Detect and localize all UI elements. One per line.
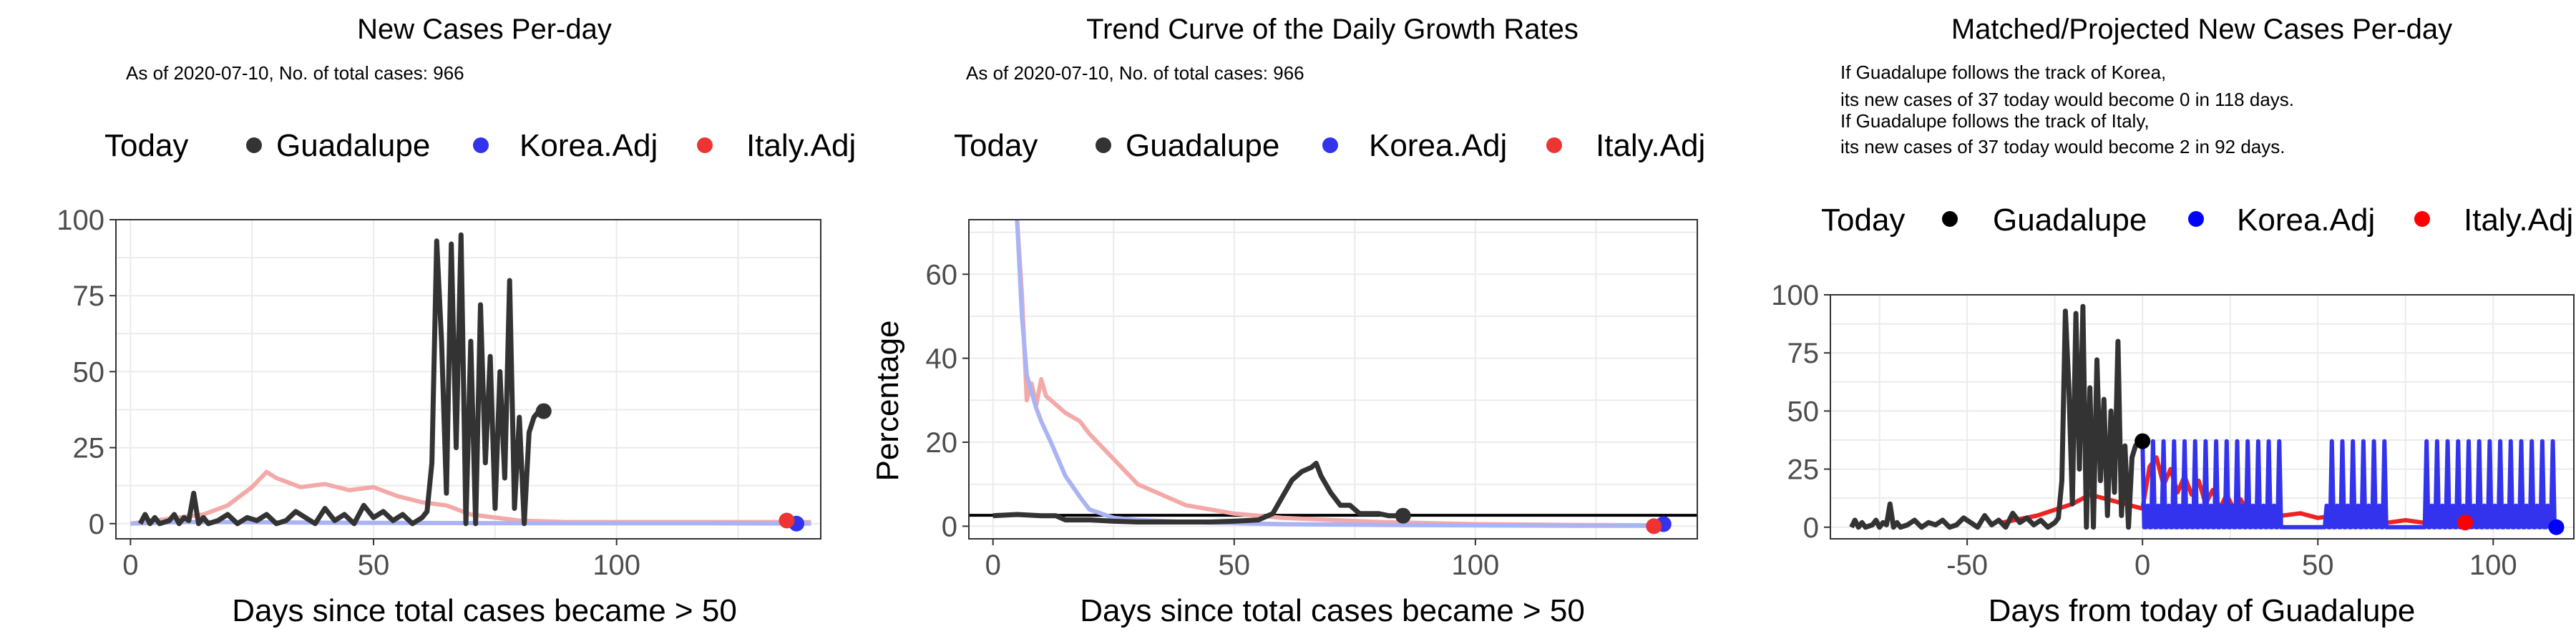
- plot-area: 0 50 100 0 25 50 75 100: [57, 205, 821, 581]
- y-tick-label: 20: [926, 427, 958, 459]
- y-tick-label: 50: [1787, 396, 1820, 427]
- chart-title: Trend Curve of the Daily Growth Rates: [1086, 14, 1579, 45]
- legend-marker-guadalupe: [1942, 211, 1958, 227]
- y-tick-label: 100: [57, 205, 104, 236]
- series-line: [992, 460, 1403, 525]
- legend-label-guadalupe: Guadalupe: [276, 128, 430, 163]
- series-point: [1395, 507, 1411, 524]
- y-tick-label: 0: [89, 509, 104, 540]
- legend-title: Today: [104, 128, 188, 163]
- legend-label-italy: Italy.Adj: [746, 128, 856, 163]
- x-tick-label: 100: [1452, 550, 1500, 581]
- legend-marker-guadalupe: [246, 137, 262, 153]
- legend-marker-italy: [697, 137, 713, 153]
- legend-label-italy: Italy.Adj: [2464, 203, 2573, 238]
- x-tick-label: 0: [122, 550, 138, 581]
- chart-title: Matched/Projected New Cases Per-day: [1951, 14, 2452, 45]
- legend-marker-korea: [2188, 211, 2204, 227]
- y-tick-label: 0: [942, 511, 957, 542]
- legend: Today Guadalupe Korea.Adj Italy.Adj: [954, 128, 1705, 163]
- subtitle-line: If Guadalupe follows the track of Italy,: [1840, 110, 2150, 132]
- subtitle-line: its new cases of 37 today would become 2…: [1840, 136, 2285, 157]
- legend-label-guadalupe: Guadalupe: [1993, 203, 2147, 238]
- y-tick-label: 50: [73, 356, 105, 388]
- y-axis-label: Percentage: [870, 320, 905, 481]
- chart-subtitle: As of 2020-07-10, No. of total cases: 96…: [966, 62, 1304, 84]
- chart-title: New Cases Per-day: [357, 14, 612, 45]
- legend-title: Today: [1821, 203, 1905, 238]
- y-tick-label: 100: [1771, 280, 1819, 311]
- x-tick-label: 0: [985, 550, 1001, 581]
- legend-marker-korea: [1322, 137, 1338, 153]
- legend-title: Today: [954, 128, 1038, 163]
- plot-background: [1830, 295, 2574, 539]
- legend-marker-korea: [473, 137, 489, 153]
- y-tick-label: 25: [1787, 454, 1820, 486]
- y-tick-label: 60: [926, 259, 958, 291]
- plot-border: [115, 219, 821, 540]
- series-point: [779, 512, 795, 529]
- series-point: [1646, 518, 1662, 535]
- panel-growth-rates: Trend Curve of the Daily Growth Rates As…: [870, 14, 1705, 628]
- series-line: [1015, 220, 1669, 528]
- x-tick-label: 50: [358, 550, 390, 581]
- legend: Today Guadalupe Korea.Adj Italy.Adj: [1821, 203, 2573, 238]
- x-tick-label: 50: [1219, 550, 1251, 581]
- y-tick-label: 75: [73, 280, 105, 312]
- legend-label-guadalupe: Guadalupe: [1126, 128, 1279, 163]
- legend-marker-guadalupe: [1096, 137, 1111, 153]
- subtitle-line: If Guadalupe follows the track of Korea,: [1840, 62, 2166, 83]
- legend-label-korea: Korea.Adj: [1369, 128, 1507, 163]
- series-point: [2548, 519, 2565, 535]
- legend-marker-italy: [2414, 211, 2430, 227]
- x-tick-label: 100: [592, 550, 640, 581]
- legend-marker-italy: [1546, 137, 1562, 153]
- series-line: [130, 519, 811, 526]
- x-axis-label: Days since total cases became > 50: [1080, 593, 1585, 628]
- plot-border: [1830, 294, 2575, 540]
- legend: Today Guadalupe Korea.Adj Italy.Adj: [104, 128, 856, 163]
- legend-label-korea: Korea.Adj: [519, 128, 658, 163]
- y-tick-label: 75: [1787, 338, 1820, 369]
- plot-border: [968, 219, 1698, 540]
- series-line: [1849, 303, 2143, 530]
- series-point: [2457, 514, 2474, 531]
- legend-label-italy: Italy.Adj: [1596, 128, 1705, 163]
- x-tick-label: 0: [2135, 550, 2150, 581]
- y-tick-label: 0: [1803, 512, 1819, 544]
- panel-new-cases: New Cases Per-day As of 2020-07-10, No. …: [57, 14, 856, 628]
- chart-subtitle: As of 2020-07-10, No. of total cases: 96…: [126, 62, 464, 84]
- legend-label-korea: Korea.Adj: [2237, 203, 2375, 238]
- plot-area: -50 0 50 100 0 25 50 75 100: [1771, 280, 2575, 581]
- panel-projected-cases: Matched/Projected New Cases Per-day If G…: [1771, 14, 2575, 628]
- x-axis-label: Days from today of Guadalupe: [1989, 593, 2416, 628]
- x-tick-label: 100: [2469, 550, 2517, 581]
- plot-background: [969, 220, 1697, 539]
- y-tick-label: 25: [73, 433, 105, 464]
- x-tick-label: 50: [2302, 550, 2334, 581]
- y-tick-label: 40: [926, 343, 958, 375]
- series-line: [137, 232, 544, 527]
- chart-subtitle: If Guadalupe follows the track of Korea,…: [1840, 62, 2294, 157]
- series-point: [535, 403, 552, 419]
- x-axis-label: Days since total cases became > 50: [232, 593, 737, 628]
- series-point: [2135, 433, 2151, 449]
- subtitle-line: its new cases of 37 today would become 0…: [1840, 89, 2294, 110]
- series-line: [2140, 439, 2557, 530]
- x-tick-label: -50: [1946, 550, 1988, 581]
- plot-area: 0 50 100 0 20 40 60: [926, 219, 1698, 581]
